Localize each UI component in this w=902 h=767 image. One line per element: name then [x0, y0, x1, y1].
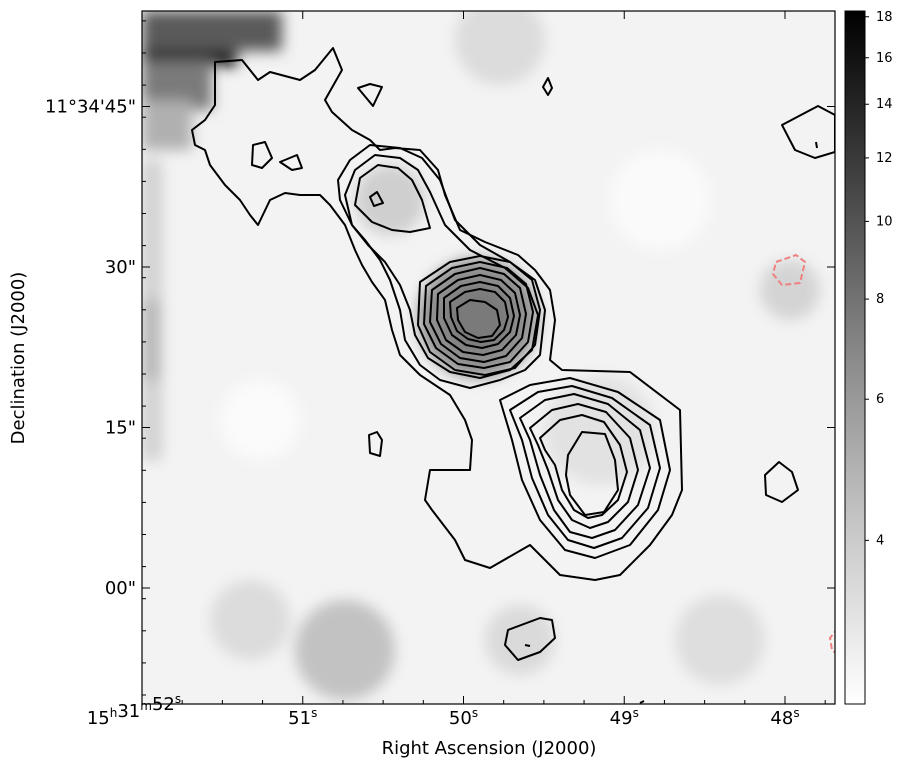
- colorbar-tick-label: 18: [876, 10, 893, 25]
- colorbar-tick-label: 6: [876, 392, 884, 407]
- colorbar-tick-label: 4: [876, 533, 884, 548]
- colorbar: 4 6 8 10 12 14 16 18: [844, 10, 893, 705]
- y-tick-label: 30": [105, 257, 136, 278]
- y-tick-label: 00": [105, 578, 136, 599]
- contour-core-2: [423, 261, 534, 369]
- contour-sw-lobe-2: [509, 385, 661, 549]
- axis-ticks: [141, 11, 835, 704]
- plot-frame: [141, 10, 836, 705]
- contour-blob-d: [542, 77, 553, 96]
- colorbar-tick-label: 14: [876, 97, 893, 112]
- contour-dot-c: [639, 700, 645, 704]
- colorbar-tick-label: 16: [876, 51, 893, 66]
- x-tick-label: 15h31m52s: [87, 692, 181, 729]
- contour-blob-f: [764, 461, 799, 503]
- contour-sw-lobe-3: [519, 393, 651, 539]
- contour-blob-b: [279, 154, 303, 171]
- contour-blob-e: [368, 431, 383, 457]
- y-tick-labels: 11°34'45" 30" 15" 00": [45, 97, 136, 600]
- contour-knot-small: [369, 191, 384, 207]
- x-tick-labels: 15h31m52s 51s 50s 49s 48s: [87, 692, 800, 729]
- contour-core-6: [449, 288, 509, 343]
- x-tick-label: 51s: [288, 706, 317, 729]
- x-axis-title: Right Ascension (J2000): [382, 738, 597, 759]
- x-tick-label: 50s: [449, 706, 478, 729]
- contour-sw-lobe-4: [529, 403, 639, 529]
- contour-core-4: [436, 274, 521, 356]
- x-tick-label: 48s: [770, 706, 799, 729]
- contour-blob-a: [251, 141, 273, 169]
- contour-core-1: [417, 255, 541, 376]
- colorbar-tick-label: 8: [876, 292, 884, 307]
- y-tick-label: 11°34'45": [45, 97, 136, 118]
- colorbar-tick-label: 10: [876, 214, 893, 229]
- y-tick-label: 15": [105, 418, 136, 439]
- contour-sw-lobe-5: [539, 414, 628, 519]
- colorbar-tick-label: 12: [876, 151, 893, 166]
- colorbar-ticks: 4 6 8 10 12 14 16 18: [865, 10, 893, 548]
- contour-dot-a: [815, 141, 818, 149]
- contour-core-7: [456, 299, 501, 339]
- map-panel: [142, 11, 835, 704]
- negative-contours: [771, 253, 835, 654]
- y-axis-title: Declination (J2000): [8, 272, 29, 445]
- contour-sw-lobe-1: [499, 377, 671, 559]
- contour-blob-c: [357, 83, 383, 107]
- contour-blob-g: [781, 105, 835, 159]
- negative-contour-b: [828, 630, 835, 654]
- contour-dot-b: [524, 644, 531, 647]
- contour-sw-peak: [565, 431, 619, 516]
- negative-contour-a: [771, 253, 807, 287]
- contour-core-3: [429, 267, 527, 363]
- contour-blob-h: [504, 617, 556, 661]
- contour-core-5: [443, 281, 515, 349]
- grayscale-intensity-map: [142, 11, 820, 700]
- x-tick-label: 49s: [610, 706, 639, 729]
- colorbar-gradient: [844, 10, 866, 705]
- contour-outer-ne-lobe: [191, 47, 683, 581]
- contour-inner-3: [354, 164, 431, 233]
- contour-levels: [191, 47, 835, 704]
